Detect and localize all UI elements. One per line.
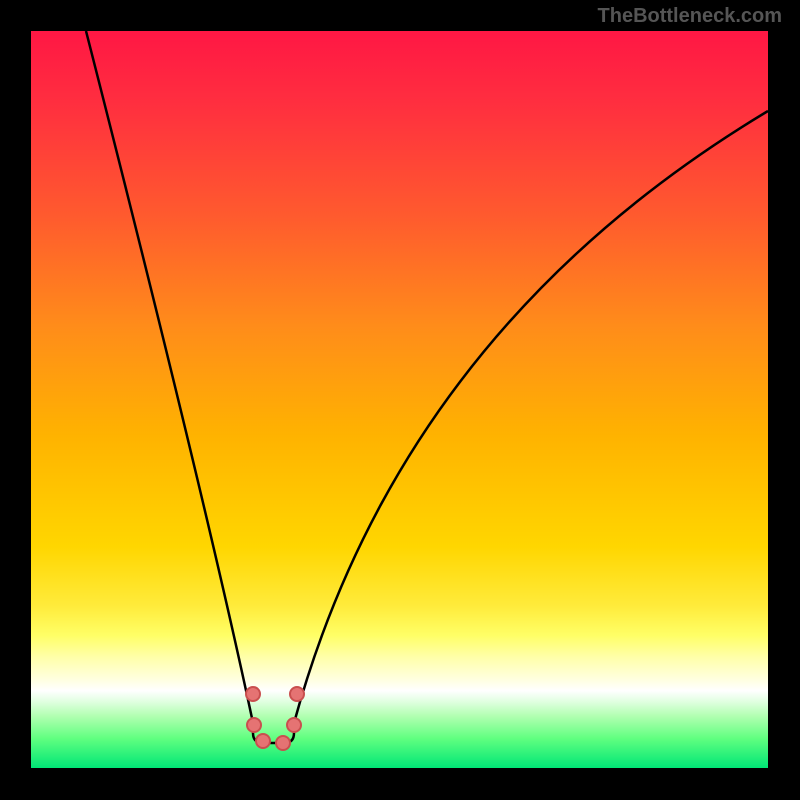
watermark-text: TheBottleneck.com (598, 5, 782, 28)
marker-dot (256, 734, 270, 748)
gradient-background (31, 31, 768, 768)
plot-svg (31, 31, 768, 768)
marker-dot (246, 687, 260, 701)
marker-dot (290, 687, 304, 701)
marker-dot (287, 718, 301, 732)
marker-dot (276, 736, 290, 750)
chart-container: TheBottleneck.com (0, 0, 800, 800)
marker-dot (247, 718, 261, 732)
